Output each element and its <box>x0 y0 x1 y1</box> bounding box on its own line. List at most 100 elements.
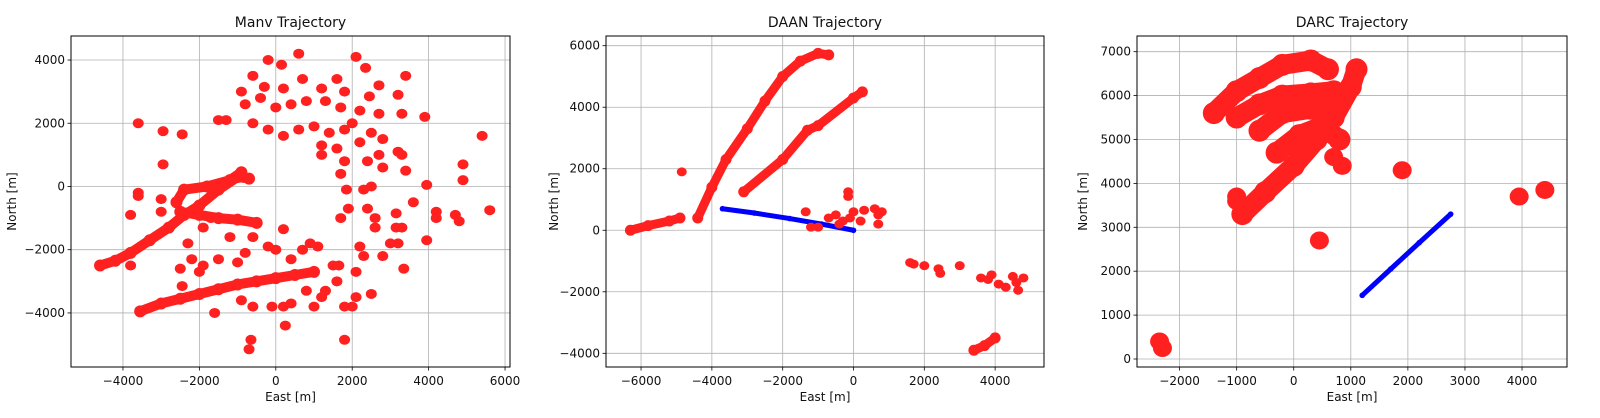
red-point <box>316 149 328 160</box>
red-point <box>407 197 419 208</box>
red-point <box>1288 124 1311 147</box>
x-tick-label: −2000 <box>179 374 220 388</box>
red-point <box>304 238 316 249</box>
blue-point <box>786 215 793 222</box>
red-point <box>663 215 675 227</box>
red-point <box>676 167 687 177</box>
red-point <box>457 175 469 186</box>
red-point <box>197 222 209 233</box>
red-point <box>209 307 221 318</box>
red-point <box>155 194 167 205</box>
red-point <box>642 220 654 232</box>
x-tick-label: 0 <box>272 374 280 388</box>
red-point <box>297 244 309 255</box>
red-point <box>919 261 930 271</box>
red-point <box>806 222 817 232</box>
plot-area <box>1150 49 1555 358</box>
red-point <box>247 70 259 81</box>
y-tick-label: 4000 <box>34 53 65 67</box>
red-point <box>340 184 352 195</box>
red-point <box>339 86 351 97</box>
red-point <box>231 278 244 291</box>
red-point <box>182 238 194 249</box>
red-point <box>1013 285 1024 295</box>
y-tick-label: 3000 <box>1100 220 1131 234</box>
red-point <box>377 162 389 173</box>
red-point <box>843 191 854 201</box>
red-point <box>212 254 224 265</box>
x-tick-label: 0 <box>1290 374 1298 388</box>
red-point <box>293 48 305 59</box>
red-point <box>823 49 835 61</box>
chart-title: DAAN Trajectory <box>768 15 882 31</box>
red-point <box>176 281 188 292</box>
red-point <box>339 334 351 345</box>
red-point <box>354 137 366 148</box>
red-point <box>323 127 335 138</box>
x-axis-label: East [m] <box>265 390 316 404</box>
subplot-3: −2000 −1000 0 1000 2000 3000 4000 0 1000 2000 3000… <box>1076 15 1568 404</box>
red-point <box>132 118 144 129</box>
red-point <box>331 73 343 84</box>
red-point <box>132 190 144 201</box>
red-point <box>989 332 1001 344</box>
red-point <box>316 83 328 94</box>
red-point <box>247 118 259 129</box>
red-point <box>360 62 372 73</box>
red-point <box>834 219 845 229</box>
x-tick-label: 4000 <box>1507 374 1538 388</box>
red-point <box>1011 278 1022 288</box>
red-point <box>859 205 870 215</box>
red-point <box>1225 106 1248 129</box>
red-point <box>369 213 381 224</box>
red-point <box>419 111 431 122</box>
red-point <box>392 89 404 100</box>
red-point <box>285 254 297 265</box>
red-point <box>157 126 169 137</box>
x-tick-label: 4000 <box>413 374 444 388</box>
red-point <box>1271 84 1294 107</box>
red-point <box>1535 180 1555 199</box>
y-tick-label: 6000 <box>1100 89 1131 103</box>
red-point <box>830 210 841 220</box>
red-point <box>247 232 259 243</box>
red-point <box>968 344 980 356</box>
x-tick-label: −2000 <box>1159 374 1200 388</box>
blue-point <box>850 227 857 234</box>
red-point <box>231 213 244 226</box>
red-point <box>421 179 433 190</box>
red-point <box>339 156 351 167</box>
red-point <box>250 275 263 288</box>
red-point <box>1254 181 1277 204</box>
red-point <box>398 263 410 274</box>
red-point <box>1227 191 1247 210</box>
red-point <box>1339 75 1362 98</box>
y-tick-label: −2000 <box>559 285 600 299</box>
red-point <box>400 70 412 81</box>
red-point <box>400 165 412 176</box>
red-point <box>1248 93 1271 116</box>
x-tick-label: 2000 <box>1393 374 1424 388</box>
red-point <box>1309 231 1329 250</box>
red-point <box>1509 187 1529 206</box>
red-point <box>270 102 282 113</box>
blue-point <box>751 210 758 216</box>
red-point <box>363 91 375 102</box>
red-point <box>1000 282 1011 292</box>
red-point <box>421 235 433 246</box>
red-point <box>800 207 811 217</box>
red-point <box>235 295 247 306</box>
blue-trajectory-track <box>1359 211 1454 298</box>
x-tick-label: 6000 <box>490 374 521 388</box>
red-point <box>307 265 320 278</box>
red-point <box>212 212 225 225</box>
red-point <box>277 130 289 141</box>
red-point <box>812 47 824 59</box>
y-axis-label: North [m] <box>5 172 19 230</box>
red-point <box>262 241 274 252</box>
red-point <box>855 216 866 226</box>
red-point <box>250 216 263 229</box>
red-point <box>361 156 373 167</box>
red-point <box>624 224 636 236</box>
